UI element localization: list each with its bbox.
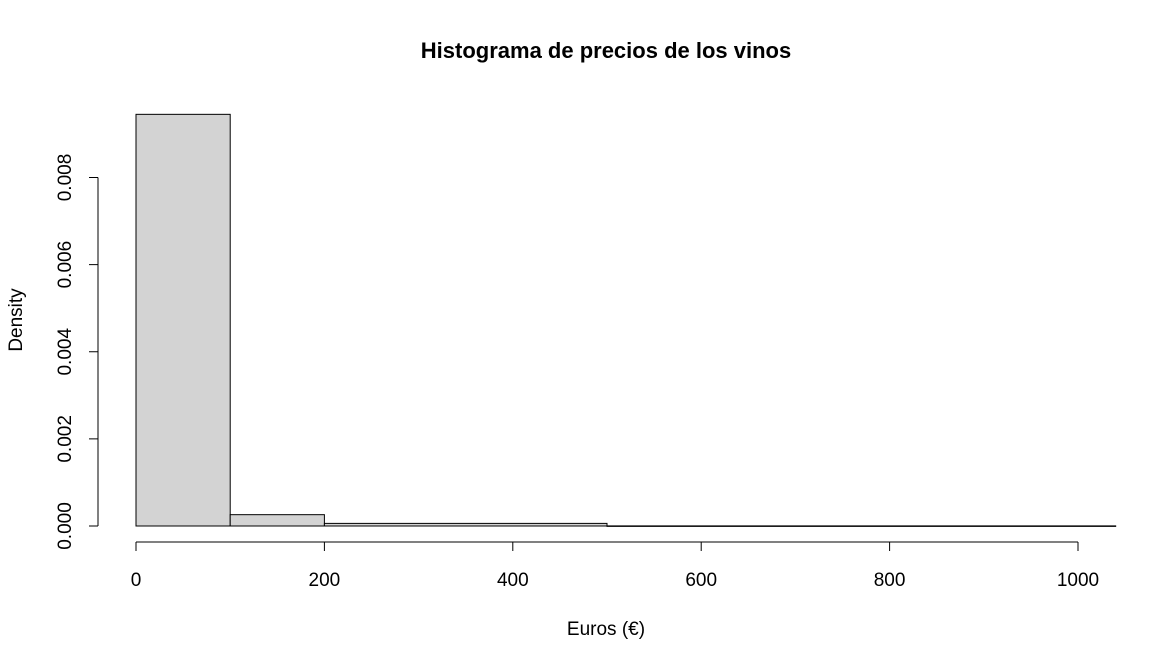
y-axis: 0.000 0.002 0.004 0.006 0.008 bbox=[55, 154, 99, 550]
y-tick-label-2: 0.004 bbox=[55, 328, 76, 376]
y-tick-label-4: 0.008 bbox=[55, 154, 76, 202]
x-tick-label-3: 600 bbox=[685, 570, 717, 591]
y-axis-label: Density bbox=[6, 288, 27, 352]
x-tick-label-5: 1000 bbox=[1057, 570, 1099, 591]
chart-title: Histograma de precios de los vinos bbox=[421, 38, 791, 63]
x-tick-label-0: 0 bbox=[131, 570, 142, 591]
y-tick-label-3: 0.006 bbox=[55, 241, 76, 289]
x-axis-label: Euros (€) bbox=[567, 619, 645, 640]
x-axis: 0 200 400 600 800 1000 bbox=[131, 541, 1099, 591]
bars-group bbox=[135, 113, 1117, 527]
histogram-bar-1 bbox=[229, 514, 325, 527]
y-tick-label-1: 0.002 bbox=[55, 415, 76, 463]
histogram-bar-0 bbox=[135, 113, 231, 527]
x-tick-label-2: 400 bbox=[497, 570, 529, 591]
x-tick-label-4: 800 bbox=[874, 570, 906, 591]
x-tick-label-1: 200 bbox=[309, 570, 341, 591]
y-tick-label-0: 0.000 bbox=[55, 502, 76, 550]
